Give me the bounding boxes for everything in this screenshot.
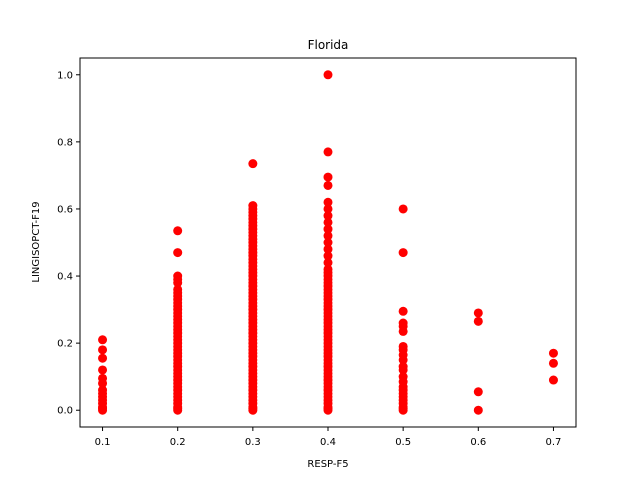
data-point xyxy=(323,264,333,274)
data-point xyxy=(323,238,333,247)
data-point xyxy=(323,180,333,190)
data-point xyxy=(323,204,333,214)
data-point xyxy=(173,284,183,294)
data-point xyxy=(323,147,333,157)
data-point xyxy=(98,353,108,363)
y-tick-label: 1.0 xyxy=(57,70,73,81)
data-point xyxy=(323,70,333,80)
data-points xyxy=(98,70,558,415)
data-point xyxy=(173,226,183,236)
data-point xyxy=(473,308,483,318)
data-point xyxy=(398,204,408,214)
x-tick-label: 0.7 xyxy=(546,437,562,448)
x-tick-label: 0.6 xyxy=(470,437,486,448)
data-point xyxy=(323,231,333,241)
y-tick-label: 0.6 xyxy=(57,204,73,215)
data-point xyxy=(548,358,558,368)
data-point xyxy=(548,348,558,358)
y-tick-label: 0.8 xyxy=(57,137,73,148)
data-point xyxy=(398,362,408,372)
data-point xyxy=(248,201,258,211)
data-point xyxy=(98,385,108,395)
data-point xyxy=(323,172,333,182)
data-point xyxy=(98,345,108,355)
y-axis: 0.0 0.2 0.4 0.6 0.8 1.0 xyxy=(57,70,80,417)
data-point xyxy=(173,271,183,281)
data-point xyxy=(323,197,333,207)
x-tick-label: 0.2 xyxy=(170,437,186,448)
y-tick-label: 0.0 xyxy=(57,406,73,417)
data-point xyxy=(323,224,333,234)
data-point xyxy=(398,318,408,328)
x-tick-label: 0.5 xyxy=(395,437,411,448)
data-point xyxy=(323,244,333,254)
data-point xyxy=(323,258,333,268)
data-point xyxy=(98,335,108,345)
chart-title: Florida xyxy=(308,38,349,52)
data-point xyxy=(473,316,483,326)
data-point xyxy=(398,306,408,316)
data-point xyxy=(548,375,558,385)
x-axis-label: RESP-F5 xyxy=(307,459,348,470)
data-point xyxy=(323,217,333,227)
data-point xyxy=(173,248,183,258)
y-axis-label: LINGISOPCT-F19 xyxy=(31,201,42,282)
data-point xyxy=(98,373,108,383)
data-point xyxy=(398,248,408,258)
data-point xyxy=(323,211,333,221)
y-tick-label: 0.4 xyxy=(57,272,73,283)
data-point xyxy=(98,365,108,375)
data-point xyxy=(473,405,483,415)
data-point xyxy=(323,251,333,261)
x-tick-label: 0.4 xyxy=(320,437,336,448)
data-point xyxy=(398,372,408,382)
y-tick-label: 0.2 xyxy=(57,339,73,350)
x-tick-label: 0.1 xyxy=(95,437,111,448)
x-axis: 0.1 0.2 0.3 0.4 0.5 0.6 0.7 xyxy=(95,427,562,448)
data-point xyxy=(398,341,408,351)
data-point xyxy=(473,387,483,397)
data-point xyxy=(248,159,258,169)
x-tick-label: 0.3 xyxy=(245,437,261,448)
